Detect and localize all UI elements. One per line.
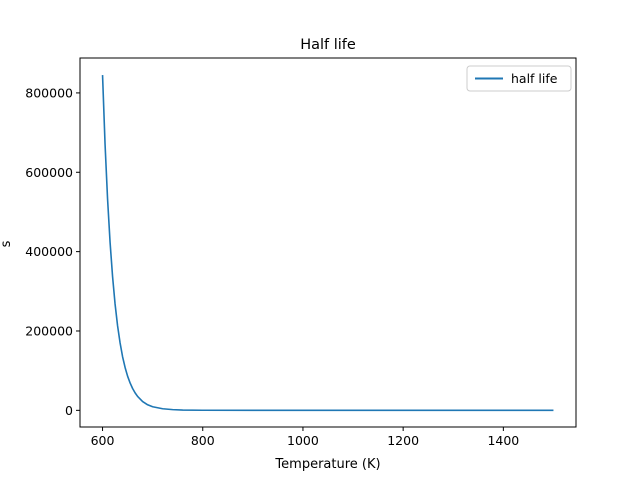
x-tick-label: 1000 — [287, 433, 319, 448]
y-tick-label: 800000 — [25, 85, 73, 100]
axes-frame — [79, 57, 577, 428]
y-tick-label: 200000 — [25, 323, 73, 338]
chart-title: Half life — [300, 37, 356, 53]
y-tick-label: 600000 — [25, 165, 73, 180]
y-tick-label: 0 — [65, 403, 73, 418]
x-tick-label: 600 — [91, 433, 115, 448]
x-tick-label: 1400 — [487, 433, 519, 448]
x-tick-label: 800 — [191, 433, 215, 448]
legend-box — [466, 65, 572, 92]
y-axis-label: s — [0, 240, 14, 247]
x-axis-label: Temperature (K) — [274, 457, 380, 472]
legend-label: half life — [511, 71, 558, 86]
legend: half life — [466, 65, 572, 92]
y-tick-label: 400000 — [25, 244, 73, 259]
plot-area: 600 800 1000 1200 1400 0 200000 400000 600000 800… — [25, 57, 577, 448]
x-tick-label: 1200 — [387, 433, 419, 448]
series-line-half-life — [101, 75, 554, 412]
